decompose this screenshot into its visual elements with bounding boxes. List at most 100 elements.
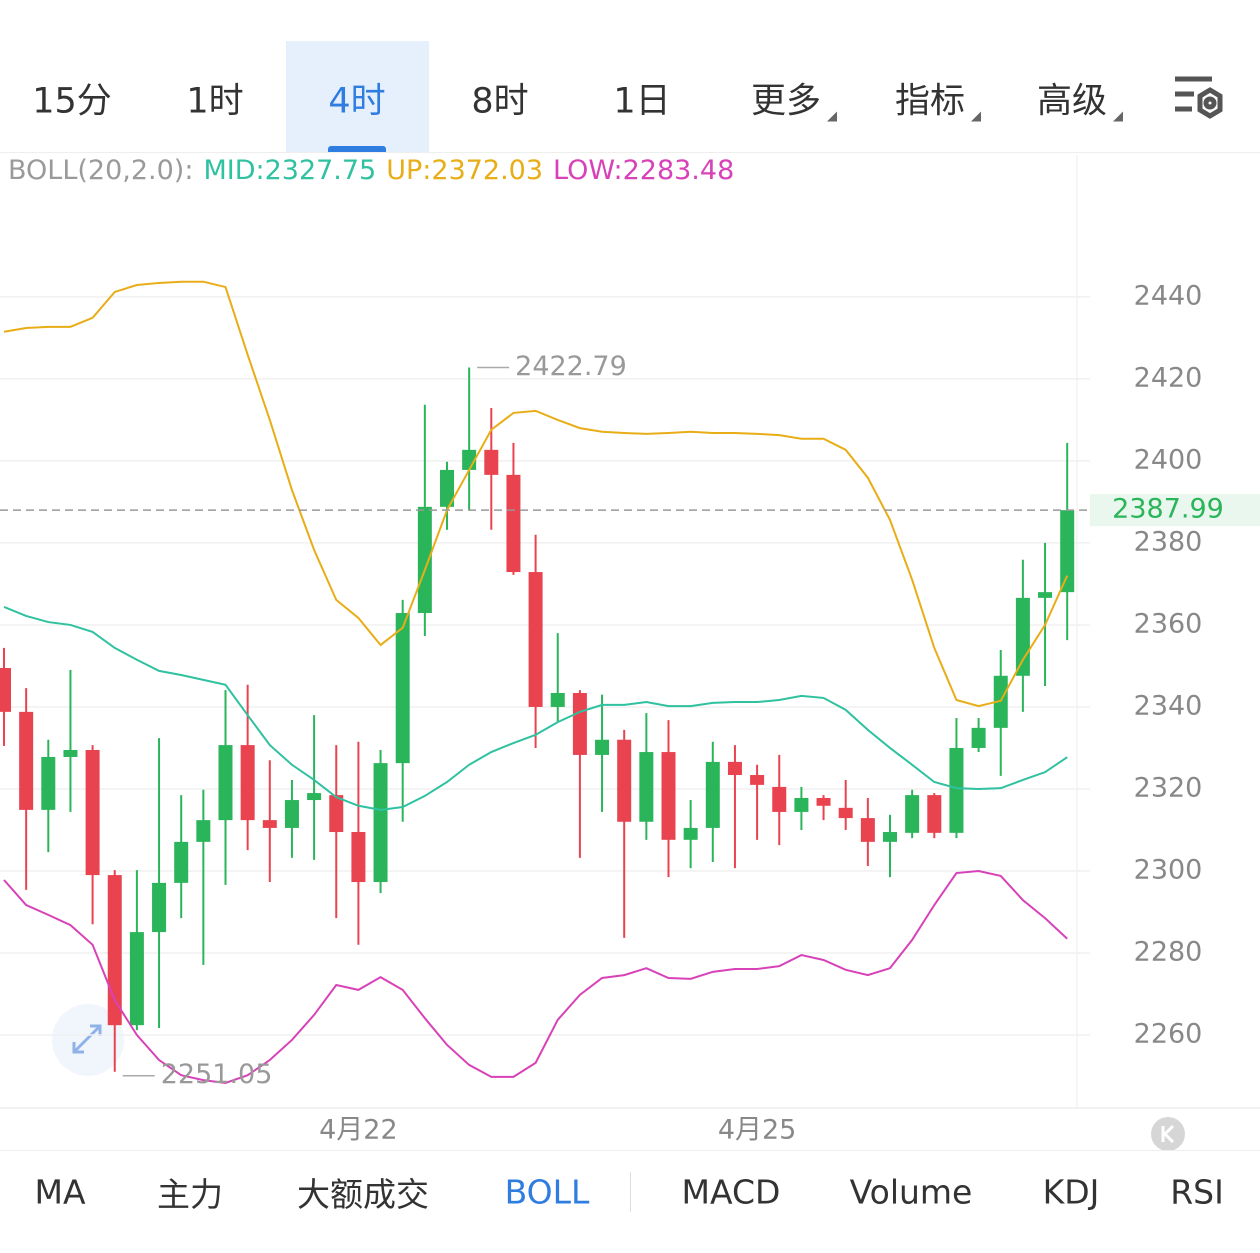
indicator-tab[interactable]: Volume	[849, 1172, 973, 1212]
timeframe-tab[interactable]: 4时	[328, 81, 386, 122]
candle-body	[417, 506, 432, 614]
selected-tab-bar	[328, 146, 386, 152]
boll-line	[3, 605, 1068, 811]
x-tick-label: 4月25	[718, 1115, 797, 1146]
candle-body	[395, 613, 410, 764]
dropdown-caret	[1113, 111, 1124, 122]
candle-body	[528, 572, 543, 707]
candle-body	[905, 795, 920, 833]
candle-body	[240, 745, 255, 821]
indicator-tab[interactable]: KDJ	[1042, 1172, 1100, 1212]
settings-icon[interactable]	[1172, 74, 1228, 122]
indicator-label: BOLL(20,2.0):	[8, 155, 194, 186]
candle-body	[705, 761, 720, 828]
y-tick-label: 2420	[1134, 362, 1203, 393]
candle-body	[284, 800, 299, 828]
candle-body	[727, 761, 742, 776]
indicator-tab[interactable]: MACD	[681, 1172, 781, 1212]
last-price-bg	[1090, 494, 1260, 527]
candle-body	[550, 693, 565, 707]
legend-entry: LOW:2283.48	[553, 155, 735, 186]
candle-body	[63, 750, 78, 757]
candle-body	[329, 795, 344, 833]
y-tick-label: 2360	[1134, 608, 1203, 639]
candle-body	[506, 474, 521, 573]
candle-body	[794, 797, 809, 812]
candle-body	[595, 739, 610, 755]
candle-body	[1038, 592, 1053, 598]
timeframe-tab[interactable]: 更多	[751, 73, 838, 124]
candle-body	[0, 667, 11, 712]
boll-line	[3, 280, 1069, 708]
divider	[630, 1172, 631, 1212]
scroll-icon	[1161, 1124, 1175, 1144]
candle-body	[19, 711, 34, 810]
selected-tab-bg	[286, 41, 429, 152]
candle-body	[373, 763, 388, 883]
timeframe-tab[interactable]: 8时	[471, 81, 529, 122]
candle-body	[661, 752, 676, 840]
candle-body	[772, 786, 787, 812]
candle-body	[949, 747, 964, 833]
candle-body	[683, 827, 698, 840]
annotation-label: 2422.79	[515, 351, 627, 382]
candle-body	[85, 750, 100, 876]
candle-body	[971, 727, 986, 748]
dropdown-caret	[827, 111, 838, 122]
timeframe-tab[interactable]: 指标	[895, 73, 982, 124]
candle-body	[129, 932, 144, 1026]
indicator-tab[interactable]: MA	[34, 1172, 86, 1212]
candle-body	[196, 820, 211, 842]
indicator-tab[interactable]: RSI	[1170, 1172, 1224, 1212]
candle-body	[883, 832, 897, 842]
y-tick-label: 2400	[1134, 444, 1203, 475]
chart: 2260 2280 2300 2320 2340 2360 2380 2400 2420 2440…	[0, 155, 1260, 1150]
candle-body	[307, 793, 322, 801]
candle-body	[639, 752, 654, 822]
candle-body	[617, 739, 632, 822]
candle-body	[838, 807, 853, 819]
candle-body	[860, 818, 875, 842]
expand-icon	[72, 1024, 102, 1054]
y-tick-label: 2320	[1134, 772, 1203, 803]
candle-body	[262, 820, 277, 828]
candle-body	[484, 449, 499, 475]
candle-body	[816, 797, 831, 806]
y-tick-label: 2440	[1134, 280, 1203, 311]
candle-body	[41, 756, 56, 810]
y-tick-label: 2380	[1134, 526, 1203, 557]
candle-body	[152, 882, 167, 933]
last-price-label: 2387.99	[1112, 494, 1224, 525]
indicator-tab[interactable]: 大额成交	[297, 1175, 429, 1214]
boll-line	[3, 869, 1068, 1085]
y-tick-label: 2340	[1134, 690, 1203, 721]
scroll-latest-button[interactable]	[1151, 1117, 1185, 1150]
dropdown-caret	[971, 111, 982, 122]
candle-body	[750, 775, 765, 785]
y-tick-label: 2280	[1134, 936, 1203, 967]
candle-body	[1015, 597, 1030, 676]
candle-body	[351, 832, 366, 883]
y-tick-label: 2260	[1134, 1019, 1203, 1050]
candle-body	[107, 875, 122, 1026]
x-tick-label: 4月22	[319, 1115, 398, 1146]
annotation-label: 2251.05	[161, 1059, 273, 1090]
legend-entry: UP:2372.03	[386, 155, 544, 186]
indicator-legend: BOLL(20,2.0): MID:2327.75 UP:2372.03 LOW:22…	[8, 155, 744, 186]
timeframe-tab[interactable]: 1日	[613, 81, 671, 122]
candle-body	[572, 693, 587, 755]
y-tick-label: 2300	[1134, 854, 1203, 885]
divider	[0, 1150, 1260, 1151]
candle-body	[927, 795, 942, 833]
candle-body	[1060, 510, 1075, 593]
timeframe-tab[interactable]: 15分	[32, 81, 112, 122]
timeframe-tab[interactable]: 高级	[1037, 73, 1124, 124]
legend-entry: MID:2327.75	[203, 155, 377, 186]
candle-body	[218, 745, 233, 821]
indicator-tab[interactable]: 主力	[157, 1175, 223, 1214]
timeframe-tab[interactable]: 1时	[186, 81, 244, 122]
indicator-tab[interactable]: BOLL	[504, 1172, 590, 1212]
candle-body	[440, 469, 454, 507]
candle-body	[174, 841, 189, 883]
